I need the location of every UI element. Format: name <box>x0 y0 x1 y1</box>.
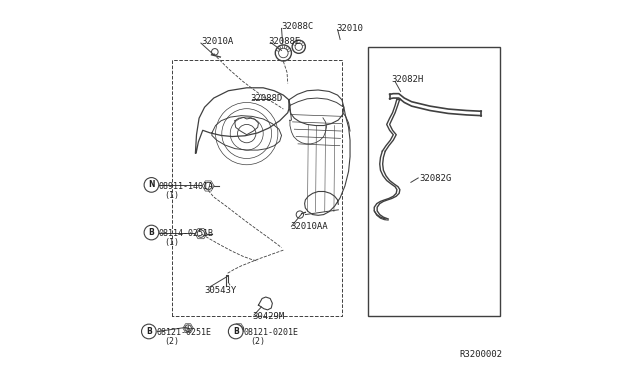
Text: N: N <box>148 180 155 189</box>
Text: 30429M: 30429M <box>252 312 284 321</box>
Text: 32010: 32010 <box>337 24 364 33</box>
Text: B: B <box>233 327 239 336</box>
Text: 08121-0251E: 08121-0251E <box>157 328 212 337</box>
Text: B: B <box>146 327 152 336</box>
Bar <box>367 47 500 316</box>
Circle shape <box>144 225 159 240</box>
Text: 08911-1401A: 08911-1401A <box>159 182 214 190</box>
Text: (1): (1) <box>164 191 179 200</box>
Text: (2): (2) <box>164 337 179 346</box>
Text: 32010AA: 32010AA <box>291 222 328 231</box>
Text: 08114-0251B: 08114-0251B <box>159 229 214 238</box>
Text: R3200002: R3200002 <box>460 350 503 359</box>
Text: 32088C: 32088C <box>282 22 314 31</box>
Text: 32088D: 32088D <box>250 93 283 103</box>
Circle shape <box>144 177 159 192</box>
Text: 32088E: 32088E <box>269 37 301 46</box>
Text: (1): (1) <box>164 238 179 247</box>
Text: (2): (2) <box>250 337 266 346</box>
Text: 32010A: 32010A <box>201 37 233 46</box>
Text: 32082H: 32082H <box>392 75 424 84</box>
Text: 08121-0201E: 08121-0201E <box>243 328 298 337</box>
Circle shape <box>228 324 243 339</box>
Circle shape <box>141 324 156 339</box>
Text: 32082G: 32082G <box>419 174 451 183</box>
Text: B: B <box>148 228 154 237</box>
Text: 30543Y: 30543Y <box>205 286 237 295</box>
